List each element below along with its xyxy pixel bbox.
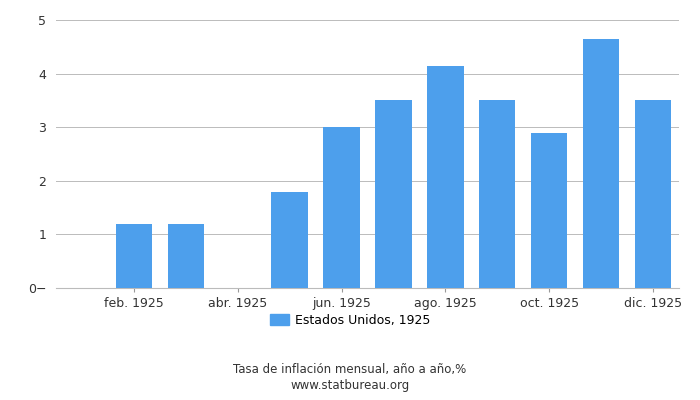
Bar — [635, 100, 671, 288]
Bar — [583, 39, 620, 288]
Bar — [116, 224, 152, 288]
Bar — [531, 132, 568, 288]
Legend: Estados Unidos, 1925: Estados Unidos, 1925 — [265, 309, 435, 332]
Bar — [323, 127, 360, 288]
Bar — [375, 100, 412, 288]
Bar — [167, 224, 204, 288]
Bar — [479, 100, 515, 288]
Bar — [272, 192, 308, 288]
Bar — [427, 66, 463, 288]
Text: www.statbureau.org: www.statbureau.org — [290, 380, 410, 392]
Text: Tasa de inflación mensual, año a año,%: Tasa de inflación mensual, año a año,% — [233, 364, 467, 376]
